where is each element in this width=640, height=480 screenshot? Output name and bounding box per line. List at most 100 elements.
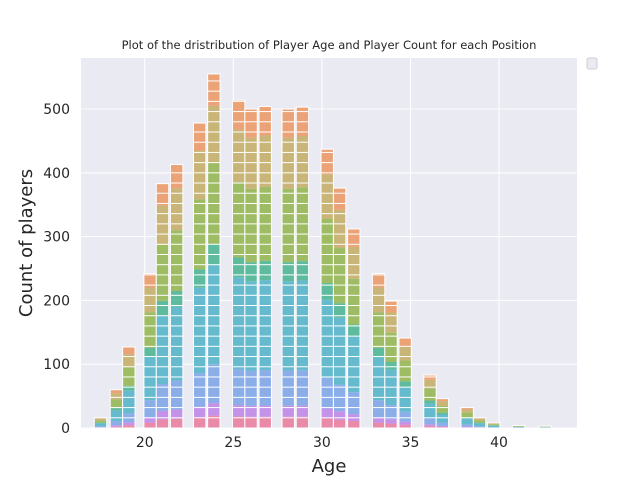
bar-segment [436, 412, 449, 415]
bar-segment [207, 73, 221, 106]
bar-segment [423, 426, 437, 428]
histogram-bar [258, 105, 272, 429]
bar-segment [333, 419, 346, 428]
bar-segment [122, 425, 136, 428]
bar-segment [347, 336, 360, 393]
bar-segment [321, 377, 334, 409]
bar-segment [321, 418, 334, 428]
bar-segment [207, 265, 221, 365]
histogram-bar [320, 148, 334, 429]
bar-segment [232, 405, 245, 417]
bar-segment [347, 278, 360, 325]
histogram-bar [472, 417, 487, 429]
bar-outline [192, 122, 207, 429]
bar-segment [110, 389, 123, 394]
bar-segment [232, 182, 245, 258]
bar-segment [538, 427, 552, 428]
bar-segment [193, 373, 206, 407]
histogram-bar [347, 228, 361, 429]
bar-segment [143, 417, 157, 423]
bar-segment [296, 405, 309, 417]
bar-segment [170, 306, 183, 381]
histogram-bar [538, 425, 552, 429]
bar-outline [258, 105, 272, 429]
bar-segment [423, 400, 437, 404]
bar-segment [156, 205, 169, 245]
bar-segment [460, 412, 474, 418]
bar-outline [155, 183, 170, 429]
bar-segment [110, 408, 123, 411]
bar-segment [282, 370, 295, 406]
histogram-bar [122, 346, 136, 429]
bar-segment [282, 109, 295, 138]
bar-segment [460, 407, 474, 410]
bar-segment [244, 188, 258, 263]
bar-segment [384, 419, 398, 424]
bar-segment [384, 405, 398, 420]
bar-outline [347, 228, 361, 429]
bar-segment [436, 401, 449, 406]
bar-segment [193, 417, 206, 428]
bar-segment [460, 409, 474, 413]
bar-segment [321, 174, 334, 219]
y-tick-label: 400 [43, 166, 70, 182]
bar-segment [321, 149, 334, 175]
bar-segment [398, 360, 412, 382]
bar-segment [372, 356, 385, 401]
bar-segment [259, 106, 272, 136]
histogram-bar [109, 389, 124, 429]
bar-outline [207, 73, 221, 429]
bar-segment [170, 290, 183, 307]
bar-segment [156, 410, 169, 420]
bar-segment [143, 356, 157, 401]
bar-segment [193, 269, 206, 288]
bar-segment [423, 424, 437, 427]
bar-segment [244, 370, 258, 406]
bar-segment [398, 421, 412, 425]
bar-segment [321, 299, 334, 378]
bar-segment [487, 425, 500, 428]
legend-box [586, 57, 598, 70]
bar-outline [169, 164, 184, 429]
bar-segment [321, 218, 334, 284]
bar-segment [94, 423, 107, 427]
bar-segment [232, 277, 245, 369]
bar-outline [538, 425, 552, 429]
stacked-bars [93, 73, 552, 429]
bar-segment [170, 188, 183, 231]
bar-segment [207, 364, 221, 404]
bar-segment [333, 411, 346, 420]
x-tick-label: 30 [313, 435, 331, 451]
histogram-bar [460, 407, 474, 429]
bar-segment [232, 129, 245, 183]
bar-outline [122, 346, 136, 429]
bar-segment [436, 414, 449, 423]
bar-segment [460, 426, 474, 428]
bar-segment [94, 426, 107, 428]
y-tick-label: 100 [43, 357, 70, 373]
bar-segment [372, 347, 385, 357]
bar-segment [143, 347, 157, 357]
bar-segment [398, 386, 412, 412]
histogram-bar [169, 164, 184, 429]
bar-segment [259, 405, 272, 417]
bar-segment [110, 399, 123, 409]
bar-segment [372, 422, 385, 428]
bar-segment [94, 418, 107, 421]
bar-segment [122, 390, 136, 414]
histogram-bar [487, 422, 501, 429]
bar-segment [384, 301, 398, 313]
bar-segment [436, 426, 449, 428]
bar-segment [282, 137, 295, 189]
bar-segment [372, 273, 385, 288]
bar-segment [207, 415, 221, 428]
histogram-bar [155, 183, 170, 429]
bar-segment [193, 406, 206, 418]
bar-segment [333, 188, 346, 210]
bar-segment [110, 426, 123, 428]
bar-segment [170, 409, 183, 419]
bar-segment [460, 424, 474, 427]
bar-segment [193, 150, 206, 200]
bar-segment [296, 280, 309, 371]
y-tick-labels: 0 100 200 300 400 500 [43, 102, 70, 437]
